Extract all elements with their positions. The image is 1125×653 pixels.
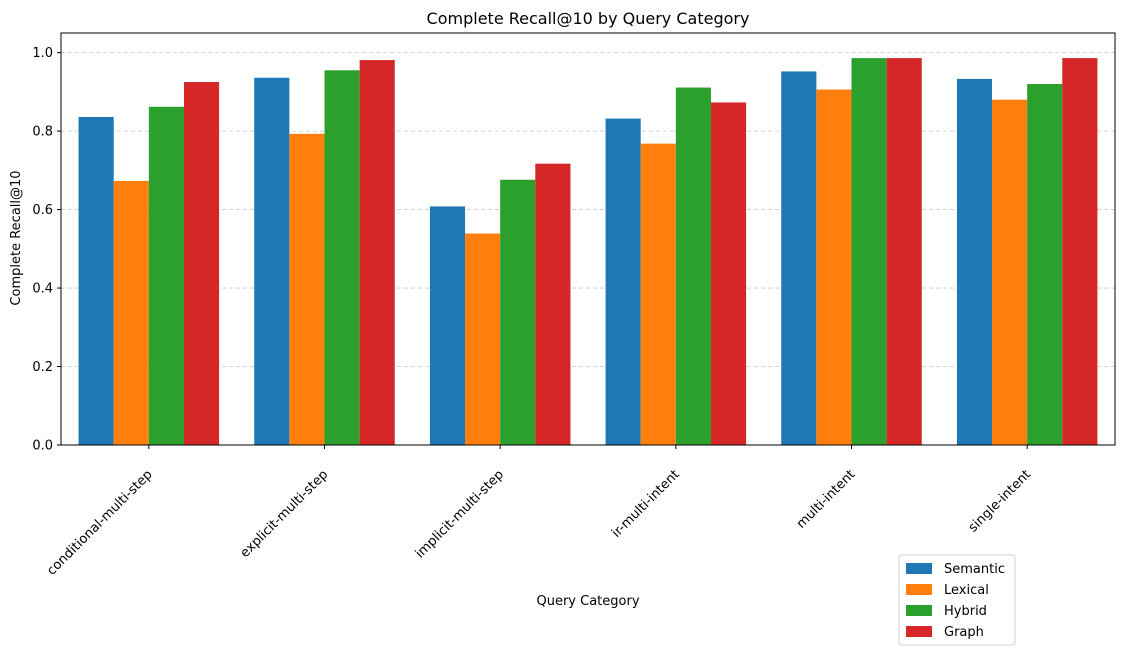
y-axis-title: Complete Recall@10 — [9, 170, 24, 305]
chart-title: Complete Recall@10 by Query Category — [427, 9, 750, 28]
bar-semantic-conditional-multi-step — [78, 116, 114, 446]
bar-hybrid-ir-multi-intent — [675, 87, 711, 445]
legend-swatch-semantic — [906, 563, 932, 574]
x-tick-labels: conditional-multi-step explicit-multi-ste… — [44, 467, 1034, 578]
y-tick-label: 0.6 — [32, 203, 53, 218]
bar-hybrid-single-intent — [1027, 84, 1063, 445]
bar-semantic-explicit-multi-step — [254, 77, 290, 445]
y-tick-label: 0.4 — [32, 282, 53, 297]
x-tick-label: ir-multi-intent — [609, 467, 683, 541]
bar-graph-ir-multi-intent — [710, 102, 747, 446]
x-tick-label: conditional-multi-step — [44, 467, 155, 578]
y-tick-label: 0.2 — [32, 360, 53, 375]
legend-label-semantic: Semantic — [944, 562, 1005, 577]
bar-hybrid-multi-intent — [851, 58, 887, 446]
legend: Semantic Lexical Hybrid Graph — [898, 554, 1016, 646]
x-tick-label: explicit-multi-step — [238, 467, 332, 561]
bar-lexical-multi-intent — [816, 89, 852, 445]
bar-semantic-multi-intent — [781, 71, 817, 445]
bar-hybrid-explicit-multi-step — [324, 70, 360, 446]
x-tick-label: single-intent — [966, 467, 1034, 535]
y-tick-label: 0.8 — [32, 125, 53, 140]
legend-swatch-graph — [906, 626, 932, 637]
bar-lexical-single-intent — [992, 99, 1028, 445]
bar-graph-single-intent — [1062, 58, 1098, 446]
bar-lexical-explicit-multi-step — [289, 133, 325, 445]
legend-frame — [898, 554, 1016, 646]
legend-swatch-lexical — [906, 584, 932, 595]
bar-semantic-single-intent — [956, 78, 993, 445]
bar-graph-implicit-multi-step — [535, 163, 571, 446]
legend-label-graph: Graph — [944, 625, 984, 640]
legend-label-hybrid: Hybrid — [944, 604, 987, 619]
bar-graph-conditional-multi-step — [183, 82, 220, 446]
bar-semantic-ir-multi-intent — [605, 118, 641, 445]
axes — [57, 32, 1116, 449]
bar-hybrid-implicit-multi-step — [500, 179, 536, 445]
plot-frame — [60, 32, 1116, 446]
x-tick-label: implicit-multi-step — [413, 467, 507, 561]
bar-graph-multi-intent — [886, 58, 922, 446]
y-tick-label: 1.0 — [32, 46, 53, 61]
bar-semantic-implicit-multi-step — [429, 206, 466, 445]
legend-label-lexical: Lexical — [944, 583, 989, 598]
bar-hybrid-conditional-multi-step — [148, 106, 184, 446]
bar-lexical-conditional-multi-step — [113, 180, 149, 445]
x-axis-title: Query Category — [536, 594, 639, 609]
bar-lexical-implicit-multi-step — [465, 233, 501, 445]
y-tick-label: 0.0 — [32, 439, 53, 454]
bars — [78, 58, 1098, 446]
bar-lexical-ir-multi-intent — [640, 143, 676, 445]
x-tick-label: multi-intent — [794, 467, 858, 531]
legend-swatch-hybrid — [906, 605, 932, 616]
bar-graph-explicit-multi-step — [359, 60, 395, 446]
y-tick-labels: 0.0 0.2 0.4 0.6 0.8 1.0 — [32, 46, 53, 453]
